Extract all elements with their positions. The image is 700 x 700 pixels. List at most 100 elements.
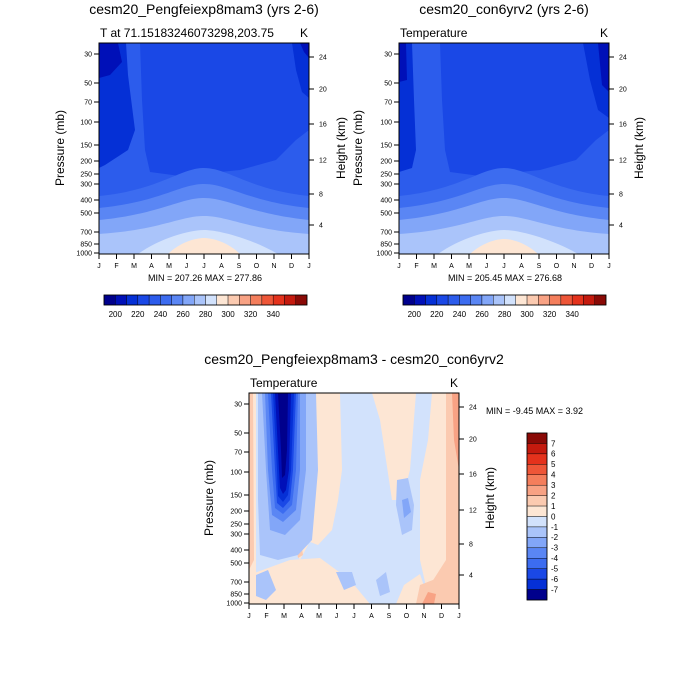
contour-fill [99,43,309,176]
colorbar-label: 6 [551,450,556,459]
colorbar-swatch [515,294,528,306]
colorbar-label: -3 [551,544,559,553]
height-tick-label: 8 [619,192,623,199]
month-tick-label: A [299,613,304,620]
contour-fill [399,43,609,176]
colorbar-swatch [594,294,607,306]
panel-2-contour-field [399,43,609,254]
pressure-tick-label: 300 [80,182,92,189]
colorbar-label: 4 [551,471,556,480]
colorbar-label: 340 [267,310,281,319]
colorbar-swatch [148,294,161,306]
month-tick-label: J [397,263,401,270]
height-tick-label: 12 [469,508,477,515]
pressure-tick-label: 250 [380,172,392,179]
colorbar-label: 220 [131,310,145,319]
pressure-tick-label: 250 [230,522,242,529]
colorbar-label: 280 [498,310,512,319]
month-tick-label: D [439,613,444,620]
month-tick-label: D [289,263,294,270]
height-tick-label: 24 [469,405,477,412]
colorbar-swatch [459,294,471,306]
contour-fill [168,238,240,254]
colorbar-swatch [526,294,539,306]
panel-1-height-ticks: 24 20 16 12 8 4 [309,55,327,230]
panel-1: cesm20_Pengfeiexp8mam3 (yrs 2-6) T at 71… [53,1,348,283]
colorbar-swatch [526,495,548,507]
height-tick-label: 20 [319,87,327,94]
colorbar-label: 300 [221,310,235,319]
colorbar-swatch [526,474,548,486]
colorbar-label: 260 [176,310,190,319]
colorbar-frame [402,294,607,306]
panel-1-minmax: MIN = 207.26 MAX = 277.86 [148,273,262,283]
pressure-tick-label: 30 [84,52,92,59]
colorbar-swatch [526,589,548,601]
colorbar-swatch [526,453,548,465]
colorbar-swatch [571,294,584,306]
colorbar-swatch [526,516,548,528]
month-tick-label: M [431,263,437,270]
colorbar-label: 5 [551,460,556,469]
panel-3-month-ticks: J F M A M J J A S O N D J [247,604,461,620]
colorbar-swatch [526,432,548,444]
pressure-tick-label: 50 [234,431,242,438]
month-tick-label: N [421,613,426,620]
pressure-tick-label: 200 [230,509,242,516]
contour-fill [278,393,288,478]
colorbar-swatch [182,294,195,306]
colorbar-label: 220 [430,310,444,319]
colorbar-swatch [549,294,562,306]
height-tick-label: 4 [619,223,623,230]
height-tick-label: 12 [619,158,627,165]
month-tick-label: J [352,613,356,620]
pressure-tick-label: 500 [230,561,242,568]
colorbar-label: 200 [109,310,123,319]
colorbar-label: -1 [551,523,559,532]
height-tick-label: 20 [469,437,477,444]
colorbar-swatch [447,294,460,306]
pressure-tick-label: 200 [380,159,392,166]
panel-1-month-ticks: J F M A M J J A S O N D J [97,254,311,270]
colorbar-swatch [526,537,548,549]
month-tick-label: S [237,263,242,270]
panel-3-left-label: Temperature [250,376,318,390]
pressure-tick-label: 150 [380,143,392,150]
colorbar-swatch [402,294,415,306]
pressure-tick-label: 100 [230,470,242,477]
colorbar-swatches [103,294,308,306]
panel-2: cesm20_con6yrv2 (yrs 2-6) Temperature K … [351,1,646,283]
colorbar-label: -7 [551,585,559,594]
month-tick-label: M [166,263,172,270]
colorbar-swatch [414,294,426,306]
panel-3-y-axis-label: Pressure (mb) [202,460,216,536]
month-tick-label: J [247,613,251,620]
panel-1-left-label: T at 71.15183246073298,203.75 [100,26,274,40]
month-tick-label: M [316,613,322,620]
height-tick-label: 8 [319,192,323,199]
panel-2-y-axis-label: Pressure (mb) [351,110,365,186]
colorbar-swatch [436,294,449,306]
colorbar-label: -5 [551,565,559,574]
pressure-tick-label: 400 [230,548,242,555]
colorbar-swatch [272,294,285,306]
month-tick-label: A [519,263,524,270]
pressure-tick-label: 400 [80,198,92,205]
colorbar-swatch [103,294,116,306]
month-tick-label: A [449,263,454,270]
pressure-tick-label: 250 [80,172,92,179]
colorbar-swatch [115,294,127,306]
colorbar-swatch [160,294,172,306]
colorbar-swatch [526,505,548,517]
contour-fill [399,43,407,82]
colorbar-label: 260 [475,310,489,319]
month-tick-label: J [185,263,189,270]
contour-fill [430,393,459,604]
panel-2-colorbar: 200 220 240 260 280 300 320 340 [402,294,607,319]
month-tick-label: F [114,263,118,270]
pressure-tick-label: 700 [230,580,242,587]
colorbar-swatch [526,484,548,496]
panel-3: cesm20_Pengfeiexp8mam3 - cesm20_con6yrv2… [202,351,583,620]
contour-fill [292,43,309,98]
colorbar-label: 300 [520,310,534,319]
